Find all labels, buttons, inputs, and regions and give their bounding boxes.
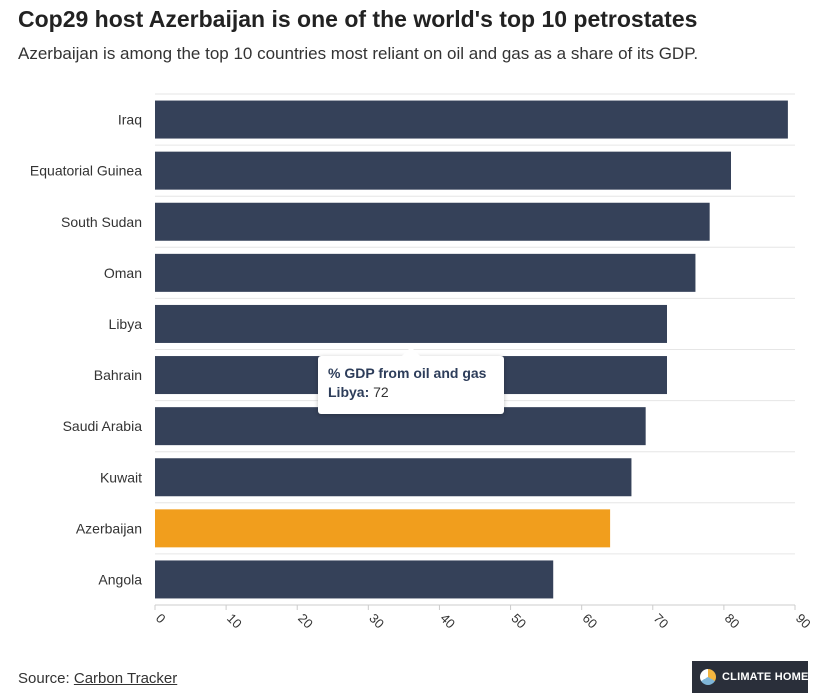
source-prefix: Source:	[18, 670, 70, 687]
x-tick-label: 0	[153, 611, 169, 627]
bar-south-sudan[interactable]	[155, 202, 710, 241]
tooltip-value: 72	[373, 384, 389, 400]
category-label: Bahrain	[94, 367, 142, 383]
bar-chart: Iraq Equatorial Guinea South Sudan Oman Liby…	[30, 93, 814, 631]
tooltip: % GDP from oil and gas Libya: 72	[318, 347, 504, 414]
category-label: Equatorial Guinea	[30, 163, 142, 179]
x-tick-labels: 0 10 20 30 40 50 60 70 80 90	[153, 605, 814, 631]
tooltip-title: % GDP from oil and gas	[328, 365, 487, 381]
x-tick-label: 70	[651, 611, 672, 632]
category-label: Iraq	[118, 112, 142, 128]
bar-kuwait[interactable]	[155, 458, 632, 497]
tooltip-value-line: Libya: 72	[328, 384, 494, 400]
x-tick-label: 40	[437, 611, 458, 632]
category-label: Saudi Arabia	[63, 418, 143, 434]
logo-mark-icon	[700, 669, 716, 685]
bar-equatorial-guinea[interactable]	[155, 151, 731, 190]
logo-text: CLIMATE HOME	[722, 671, 809, 683]
bars	[155, 100, 788, 599]
source-link[interactable]: Carbon Tracker	[73, 670, 178, 687]
x-tick-label: 80	[722, 611, 743, 632]
category-label: Libya	[109, 316, 143, 332]
x-tick-label: 20	[295, 611, 316, 632]
bar-libya[interactable]	[155, 304, 667, 343]
x-tick-label: 30	[366, 611, 387, 632]
x-tick-label: 60	[580, 611, 601, 632]
chart-title: Cop29 host Azerbaijan is one of the worl…	[18, 6, 698, 32]
x-tick-label: 10	[224, 611, 245, 632]
x-tick-label: 90	[793, 611, 814, 632]
chart-subtitle: Azerbaijan is among the top 10 countries…	[18, 44, 699, 63]
bar-azerbaijan[interactable]	[155, 509, 611, 548]
bar-iraq[interactable]	[155, 100, 788, 139]
tooltip-country: Libya:	[328, 384, 370, 400]
category-label: Angola	[98, 571, 142, 587]
source-note: Source: Carbon Tracker	[18, 670, 177, 687]
category-label: Kuwait	[100, 469, 142, 485]
bar-oman[interactable]	[155, 253, 696, 292]
category-label: South Sudan	[61, 214, 142, 230]
category-label: Oman	[104, 265, 142, 281]
x-tick-label: 50	[508, 611, 529, 632]
climate-home-logo[interactable]: CLIMATE HOME	[692, 661, 808, 693]
bar-angola[interactable]	[155, 560, 554, 599]
category-labels: Iraq Equatorial Guinea South Sudan Oman Liby…	[30, 112, 142, 588]
category-label: Azerbaijan	[76, 520, 142, 536]
